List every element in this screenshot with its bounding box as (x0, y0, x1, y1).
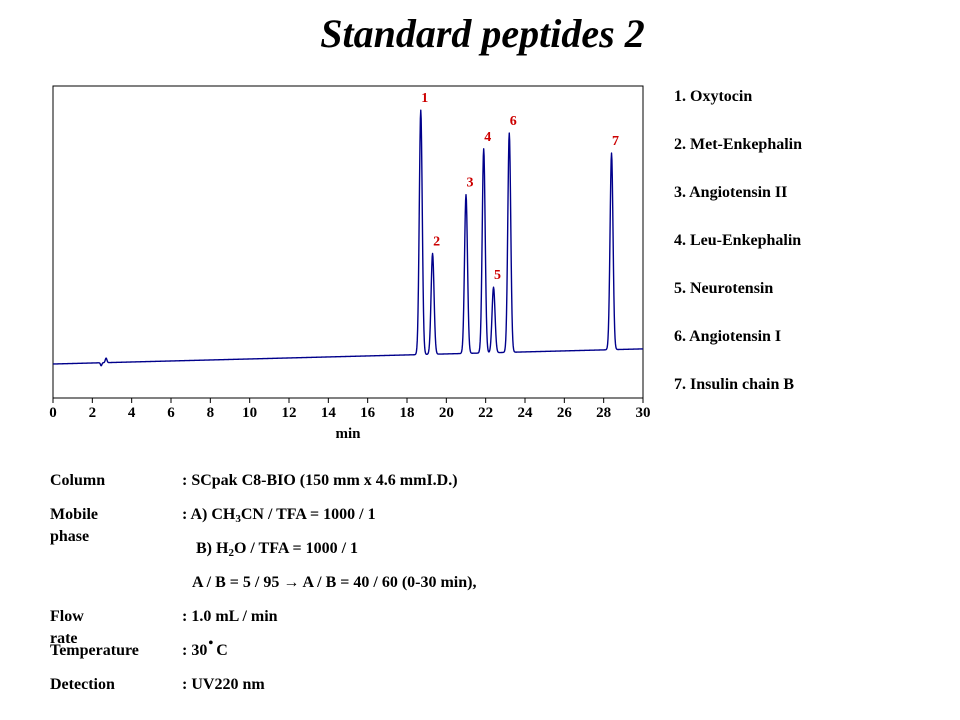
x-tick-label: 26 (557, 405, 573, 421)
temperature-number: : 30 (182, 642, 208, 659)
peak-label: 6 (510, 114, 517, 129)
x-tick-label: 8 (207, 405, 215, 421)
legend-item-oxytocin: 1. Oxytocin (674, 88, 753, 105)
plot-frame (52, 85, 644, 399)
condition-value: : SCpak C8-BIO (150 mm x 4.6 mmI.D.) (182, 472, 458, 489)
condition-value: : A) CH3CN / TFA = 1000 / 1 (182, 504, 376, 526)
x-tick-label: 18 (400, 405, 415, 421)
peak-label: 1 (421, 91, 428, 106)
condition-value: : UV220 nm (182, 676, 265, 693)
condition-value: : 30• C (182, 636, 228, 663)
x-tick-label: 12 (282, 405, 297, 421)
x-axis-ticks: 0 2 4 6 8 10 12 14 16 18 20 22 24 26 28 30 (49, 398, 651, 421)
peak-label: 7 (612, 134, 619, 149)
x-tick-label: 0 (49, 405, 57, 421)
x-tick-label: 2 (89, 405, 97, 421)
peak-labels: 1 2 3 4 5 6 7 (421, 91, 619, 283)
formula-part: O / TFA = 1000 / 1 (233, 540, 359, 557)
x-tick-label: 28 (596, 405, 611, 421)
legend-item-neurotensin: 5. Neurotensin (674, 280, 774, 297)
peak-label: 5 (494, 268, 501, 283)
x-tick-label: 20 (439, 405, 454, 421)
x-tick-label: 22 (478, 405, 493, 421)
legend-item-leu-enkephalin: 4. Leu-Enkephalin (674, 232, 802, 249)
x-tick-label: 14 (321, 405, 337, 421)
formula-part: CN / TFA = 1000 / 1 (240, 506, 376, 523)
formula-part: B) H (196, 540, 229, 557)
condition-value: A / B = 5 / 95 → A / B = 40 / 60 (0-30 m… (192, 574, 477, 591)
chromatogram-trace (52, 109, 644, 367)
x-tick-label: 6 (167, 405, 175, 421)
x-tick-label: 24 (518, 405, 534, 421)
condition-label: Detection (50, 676, 115, 693)
x-tick-label: 10 (242, 405, 257, 421)
peak-legend: 1. Oxytocin 2. Met-Enkephalin 3. Angiote… (674, 88, 802, 424)
x-axis-label: min (335, 426, 361, 442)
page-title: Standard peptides 2 (320, 11, 645, 56)
condition-label: Flow rate (50, 608, 84, 647)
condition-label: Temperature (50, 642, 139, 659)
legend-item-angiotensin-i: 6. Angiotensin I (674, 328, 782, 345)
condition-value: B) H2O / TFA = 1000 / 1 (196, 538, 358, 560)
formula-part: : A) CH (182, 506, 236, 523)
x-tick-label: 16 (360, 405, 376, 421)
legend-item-met-enkephalin: 2. Met-Enkephalin (674, 136, 803, 153)
legend-item-insulin-chain-b: 7. Insulin chain B (674, 376, 795, 393)
temperature-unit: C (216, 642, 228, 659)
peak-label: 3 (467, 176, 474, 191)
condition-value: : 1.0 mL / min (182, 608, 278, 625)
x-tick-label: 4 (128, 405, 136, 421)
formula-subscript: 2 (228, 547, 234, 559)
peak-label: 2 (433, 234, 440, 249)
peak-label: 4 (484, 130, 491, 145)
formula-subscript: 3 (235, 513, 241, 525)
degree-dot: • (208, 636, 214, 651)
x-tick-label: 30 (636, 405, 651, 421)
condition-label: Column (50, 472, 106, 489)
legend-item-angiotensin-ii: 3. Angiotensin II (674, 184, 788, 201)
condition-label: Mobile phase (50, 506, 98, 545)
